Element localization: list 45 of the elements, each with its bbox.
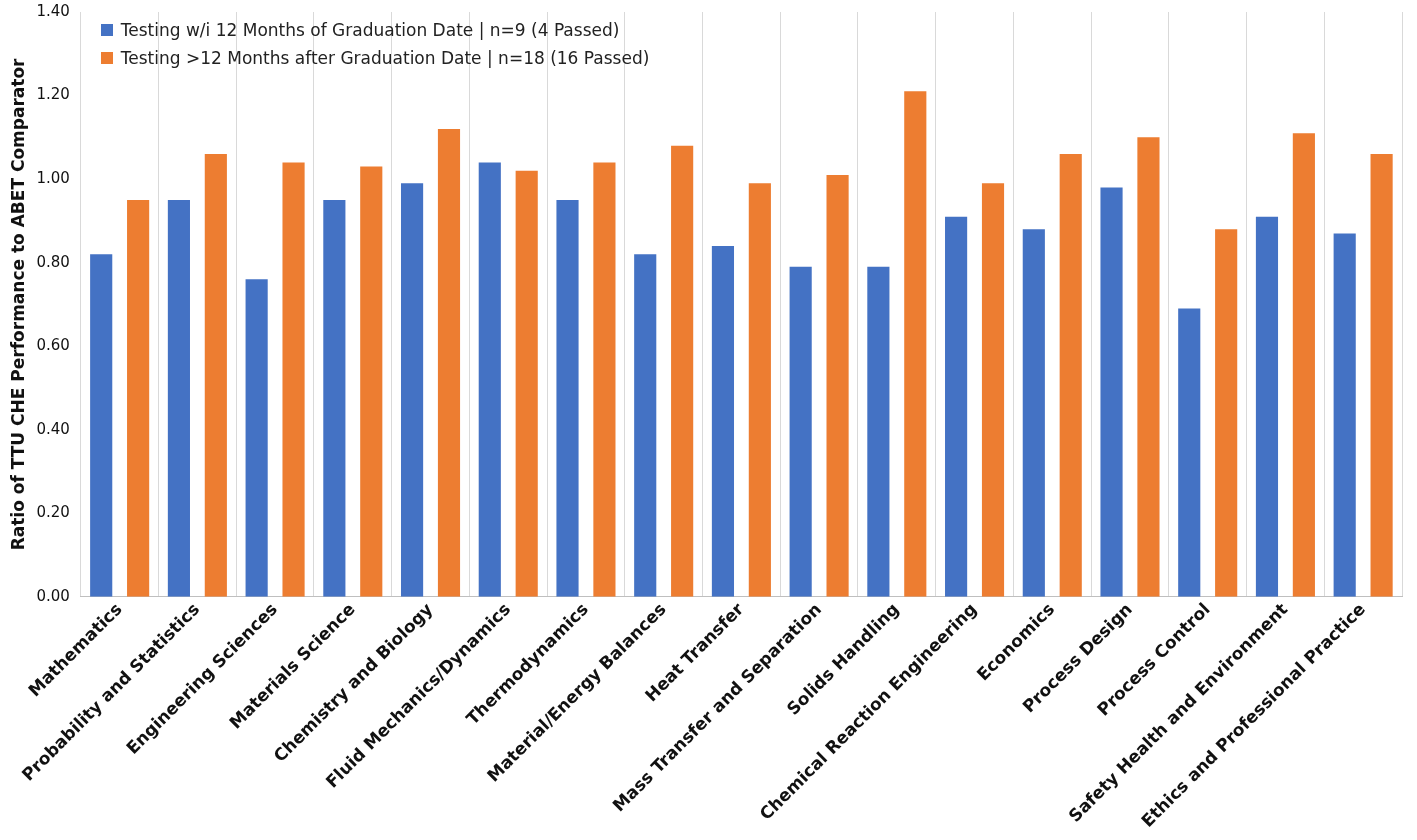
bar: [593, 162, 616, 597]
bar: [323, 199, 346, 597]
y-tick-label: 0.20: [36, 503, 70, 522]
bar: [245, 279, 268, 597]
bar: [748, 183, 771, 597]
bar: [826, 174, 849, 597]
bar: [167, 199, 190, 597]
y-tick-label: 1.20: [36, 85, 70, 104]
bar: [204, 154, 227, 597]
bar: [478, 162, 501, 597]
bar: [282, 162, 305, 597]
bar: [1292, 133, 1315, 597]
bar: [1100, 187, 1123, 597]
legend-label: Testing w/i 12 Months of Graduation Date | n=9 (4 Passed): [120, 20, 620, 40]
bar: [981, 183, 1005, 597]
bar: [1333, 233, 1356, 597]
bar: [904, 91, 927, 597]
bar: [945, 216, 968, 597]
bar: [711, 245, 735, 597]
bar: [1059, 154, 1082, 597]
bar: [867, 266, 890, 597]
y-tick-label: 1.40: [36, 1, 70, 20]
y-tick-label: 0.40: [36, 419, 70, 438]
bar: [127, 199, 150, 597]
bar: [401, 183, 424, 597]
bar: [90, 254, 113, 597]
y-axis-title: Ratio of TTU CHE Performance to ABET Comparator: [7, 57, 28, 551]
legend-label: Testing >12 Months after Graduation Date | n=18 (16 Passed): [120, 48, 650, 68]
bar: [1178, 308, 1201, 597]
bar: [1370, 154, 1393, 597]
bar: [515, 170, 538, 597]
y-tick-label: 0.60: [36, 336, 70, 355]
bar: [437, 128, 461, 597]
bar: [360, 166, 383, 597]
bar: [556, 199, 579, 597]
bar: [634, 254, 657, 597]
bar: [1255, 216, 1279, 597]
bar: [1022, 229, 1045, 597]
y-tick-label: 0.00: [36, 586, 70, 605]
bar: [1215, 229, 1238, 597]
y-tick-label: 0.80: [36, 252, 70, 271]
bar: [671, 145, 694, 597]
bar: [789, 266, 812, 597]
bar: [1137, 137, 1160, 597]
y-tick-label: 1.00: [36, 168, 70, 187]
